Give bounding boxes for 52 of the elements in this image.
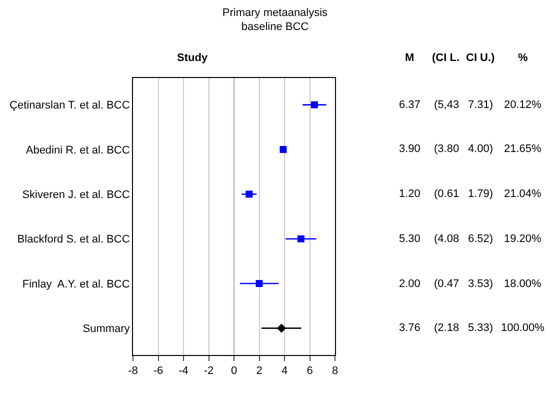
- text: 100.00%: [501, 322, 545, 334]
- text: M: [405, 52, 414, 64]
- x-tick-label: 2: [256, 365, 262, 378]
- text: (0.61: [434, 188, 460, 200]
- y-tick-label: Skiveren J. et al. BCC: [22, 189, 130, 202]
- point: [310, 101, 318, 108]
- text: 6.52): [468, 233, 494, 245]
- x-tick-label: 8: [332, 365, 338, 378]
- text: 18.00%: [504, 278, 542, 290]
- text: 6.37: [399, 99, 420, 111]
- text: 2.00: [399, 278, 420, 290]
- x-tick-label: -8: [128, 365, 138, 378]
- x-tick-label: 4: [281, 365, 288, 378]
- text: 21.04%: [504, 188, 542, 200]
- y-tick-label: Blackford S. et al. BCC: [17, 234, 130, 246]
- text: 1.79): [468, 188, 494, 200]
- text: 3.76: [399, 322, 420, 334]
- text: Study: [177, 52, 208, 64]
- text: (2.18: [434, 322, 460, 334]
- text: (3.80: [434, 143, 460, 155]
- text: 19.20%: [504, 233, 542, 245]
- text: (5,43: [434, 99, 460, 111]
- text: 3.53): [468, 278, 494, 290]
- chart-title: Primary metaanalysis: [222, 6, 328, 19]
- text: 5.30: [399, 233, 420, 245]
- text: 7.31): [468, 99, 494, 111]
- chart-subtitle: baseline BCC: [241, 21, 309, 34]
- x-tick-label: 6: [306, 365, 313, 378]
- y-tick-label: Abedini R. et al. BCC: [26, 144, 130, 156]
- point: [276, 324, 286, 333]
- point: [246, 190, 253, 198]
- y-tick-label: Çetinarslan T. et al. BCC: [10, 100, 130, 112]
- text: 20.12%: [504, 99, 542, 111]
- text: 1.20: [399, 188, 420, 200]
- x-tick-label: -2: [204, 365, 214, 378]
- text: 5.33): [468, 322, 494, 334]
- text: 3.90: [399, 143, 420, 155]
- text: (CI L.: [432, 52, 460, 64]
- point: [256, 280, 263, 288]
- x-tick-label: -6: [153, 365, 164, 378]
- y-tick-label: Summary: [82, 323, 130, 336]
- text: CI U.): [466, 52, 496, 64]
- text: %: [518, 52, 528, 64]
- text: (4.08: [434, 233, 460, 245]
- x-tick-label: 0: [230, 365, 238, 378]
- text: 21.65%: [504, 143, 542, 155]
- text: 4.00): [468, 143, 494, 155]
- text: (0.47: [434, 278, 460, 290]
- y-tick-label: Finlay A.Y. et al. BCC: [22, 278, 130, 290]
- x-tick-label: -4: [178, 365, 188, 378]
- point: [280, 146, 287, 153]
- point: [297, 235, 304, 242]
